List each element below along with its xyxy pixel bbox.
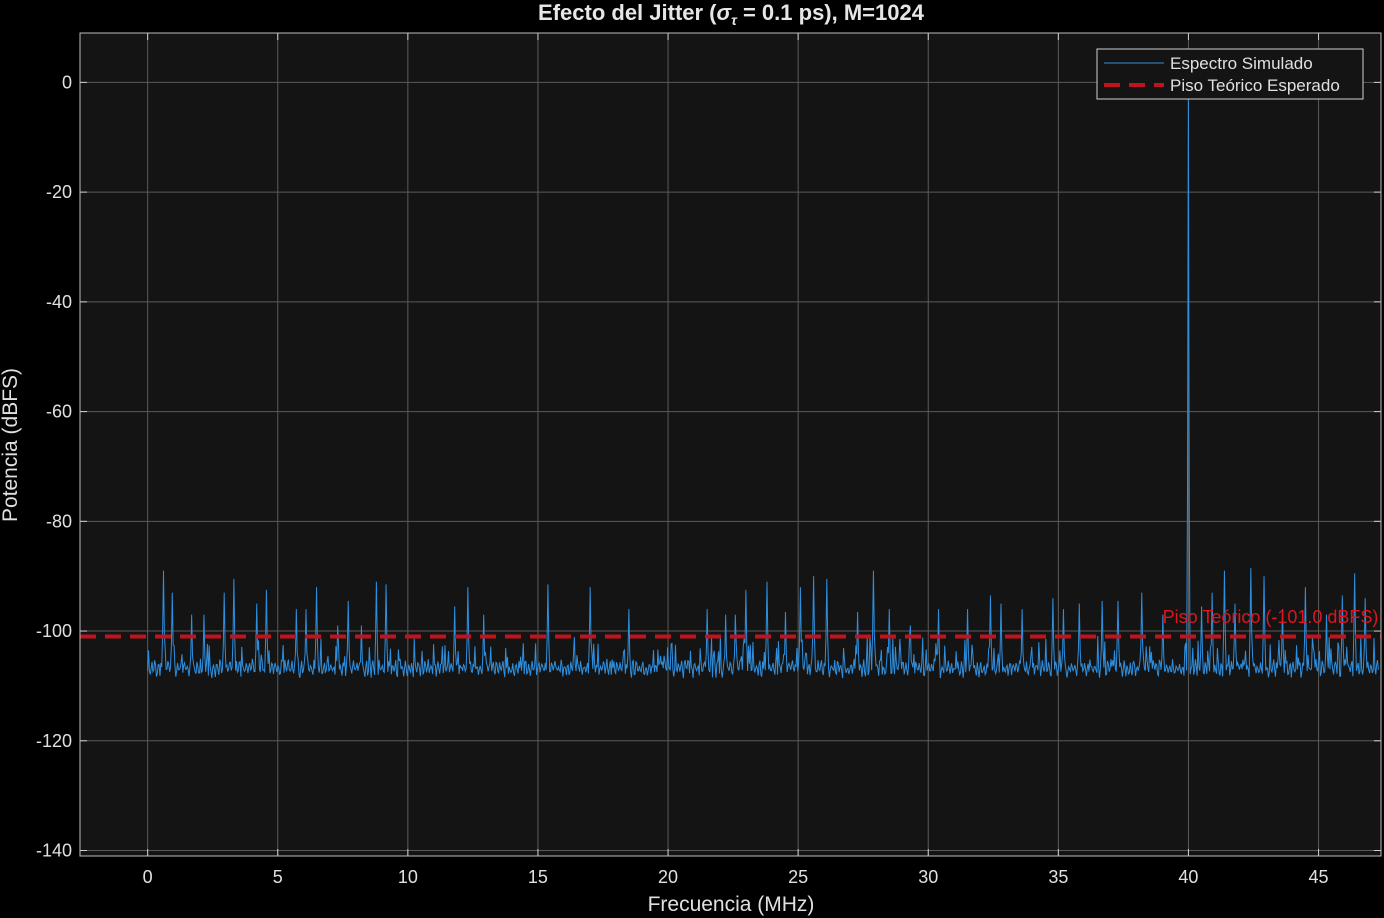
legend: Espectro Simulado Piso Teórico Esperado: [1096, 48, 1364, 100]
y-tick-label: -120: [36, 731, 72, 751]
x-tick-label: 45: [1309, 867, 1329, 887]
title-sigma-subscript: τ: [731, 12, 738, 28]
title-suffix: = 0.1 ps), M=1024: [737, 0, 925, 25]
y-tick-label: 0: [62, 72, 72, 92]
x-tick-label: 0: [143, 867, 153, 887]
floor-annotation: Piso Teórico (-101.0 dBFS): [1163, 607, 1379, 627]
spectrum-line: [147, 87, 1379, 679]
y-tick-label: -140: [36, 841, 72, 861]
x-tick-label: 35: [1048, 867, 1068, 887]
chart-title: Efecto del Jitter (στ = 0.1 ps), M=1024: [538, 0, 925, 28]
y-tick-label: -60: [46, 402, 72, 422]
x-tick-label: 30: [918, 867, 938, 887]
axes-frame: [79, 32, 1382, 857]
legend-label-spectrum: Espectro Simulado: [1170, 54, 1313, 73]
y-axis-label: Potencia (dBFS): [0, 368, 22, 522]
x-tick-label: 40: [1178, 867, 1198, 887]
plot-area: 0 5 10 15 20 25 30 35 40 45 0 -20 -40 -60 -80 -100 -120 -…: [36, 32, 1382, 887]
y-tick-label: -80: [46, 511, 72, 531]
x-tick-label: 10: [398, 867, 418, 887]
x-tick-label: 5: [273, 867, 283, 887]
axes-background: [80, 33, 1381, 856]
x-tick-label: 20: [658, 867, 678, 887]
title-sigma: σ: [717, 0, 733, 25]
title-prefix: Efecto del Jitter (: [538, 0, 717, 25]
legend-box: [1096, 48, 1364, 100]
y-tick-label: -20: [46, 182, 72, 202]
x-axis-label: Frecuencia (MHz): [648, 893, 815, 916]
y-tick-label: -40: [46, 292, 72, 312]
x-tick-label: 25: [788, 867, 808, 887]
legend-label-floor: Piso Teórico Esperado: [1170, 76, 1340, 95]
x-tick-label: 15: [528, 867, 548, 887]
y-tick-label: -100: [36, 621, 72, 641]
